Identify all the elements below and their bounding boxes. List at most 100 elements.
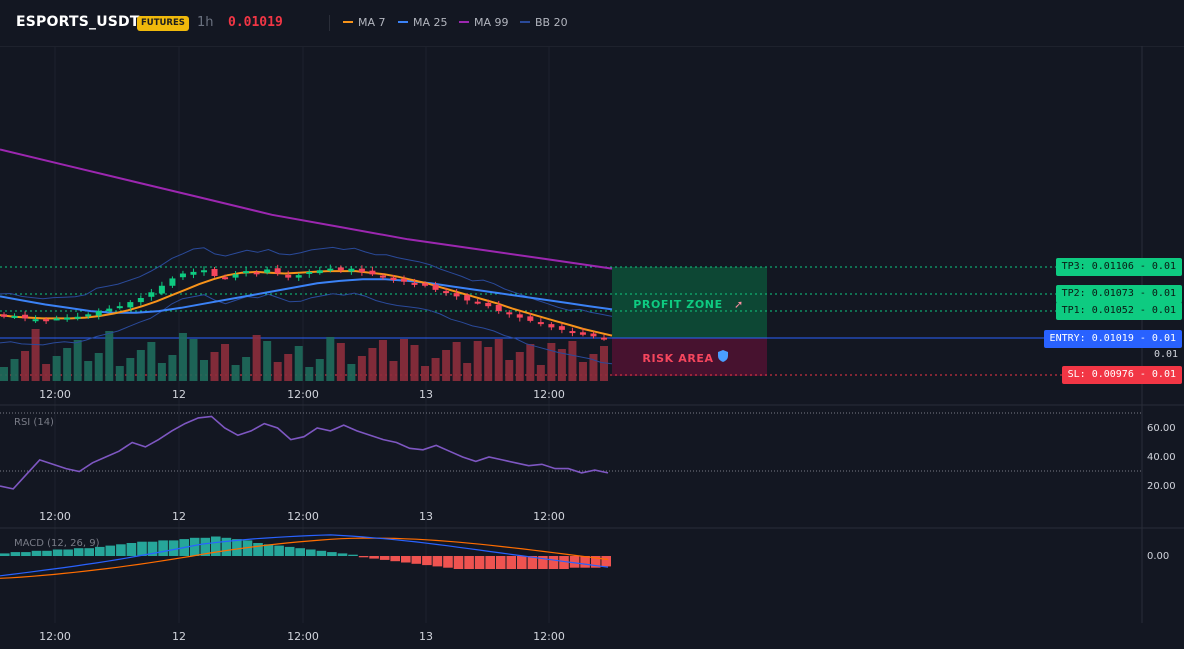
rocket-icon: ➚ [734, 298, 743, 311]
chart-header: ESPORTS_USDT FUTURES 1h 0.01019 MA 7 MA … [0, 0, 1184, 47]
candle-body [453, 293, 460, 297]
volume-bar [547, 343, 556, 381]
macd-hist-bar [306, 549, 316, 556]
timeframe-selector[interactable]: 1h [197, 15, 214, 30]
candle-body [243, 271, 250, 274]
candle-body [516, 314, 523, 318]
candle-body [443, 291, 450, 294]
candle-body [506, 312, 513, 315]
sl-price-label: SL: 0.00976 - 0.01 [1061, 366, 1182, 384]
legend-ma7[interactable]: MA 7 [343, 16, 386, 29]
macd-hist-bar [559, 556, 569, 569]
volume-bar [389, 361, 398, 381]
candle-body [295, 275, 302, 278]
volume-bar [368, 348, 377, 381]
legend-label: MA 25 [413, 16, 448, 29]
tp1-label: TP1: 0.01052 [1061, 305, 1134, 316]
candle-body [337, 267, 344, 271]
candle-body [232, 274, 239, 278]
legend-ma99[interactable]: MA 99 [459, 16, 509, 29]
macd-hist-bar [116, 544, 126, 556]
volume-bar [157, 363, 166, 381]
candle-body [22, 314, 29, 319]
macd-hist-bar [506, 556, 517, 569]
tp2-label: TP2: 0.01073 [1061, 288, 1134, 299]
candle-body [548, 324, 555, 328]
volume-bar [473, 341, 482, 381]
price-tick: 0.01 [1154, 349, 1178, 360]
macd-hist-bar [601, 556, 611, 567]
macd-hist-bar [517, 556, 527, 569]
volume-bar [200, 360, 208, 381]
candle-body [474, 301, 481, 304]
time-tick: 12 [172, 630, 186, 643]
volume-bar [84, 361, 93, 381]
macd-hist-bar [580, 556, 590, 568]
macd-hist-bar [284, 546, 295, 556]
volume-bar [400, 339, 408, 381]
legend-label: MA 99 [474, 16, 509, 29]
candle-body [106, 308, 113, 312]
volume-bar [0, 367, 8, 381]
time-tick: 12:00 [39, 388, 71, 401]
candle-body [201, 270, 207, 273]
macd-hist-bar [495, 556, 506, 569]
volume-bars [0, 329, 608, 381]
candle-body [579, 332, 586, 335]
candle-body [390, 277, 397, 281]
macd-hist-bar [337, 553, 348, 556]
candle-body [116, 306, 123, 309]
macd-hist-bar [21, 552, 31, 556]
macd-hist-bar [411, 556, 422, 564]
volume-bar [515, 352, 524, 381]
macd-hist-bar [443, 556, 453, 568]
symbol-title[interactable]: ESPORTS_USDT [16, 14, 140, 30]
macd-hist-bar [147, 541, 158, 556]
time-tick: 12:00 [533, 630, 565, 643]
time-tick: 12:00 [39, 630, 71, 643]
candle-body [558, 326, 565, 330]
volume-bar [463, 363, 472, 381]
volume-bar [273, 362, 282, 381]
macd-hist-bar [569, 556, 580, 568]
volume-bar [21, 351, 30, 381]
tp2-price-label: TP2: 0.01073 - 0.01 [1055, 285, 1182, 303]
volume-bar [600, 346, 608, 381]
macd-hist-bar [422, 556, 432, 566]
legend-label: BB 20 [535, 16, 568, 29]
candle-body [1, 314, 7, 317]
bollinger-bands [0, 246, 613, 365]
legend-ma25[interactable]: MA 25 [398, 16, 448, 29]
volume-bar [178, 333, 187, 381]
candle-body [285, 274, 292, 278]
macd-hist-bar [379, 556, 390, 560]
volume-bar [421, 366, 430, 381]
candle-body [264, 269, 271, 273]
moving-averages [0, 148, 613, 337]
macd-hist-bar [105, 545, 116, 556]
macd-hist-bar [200, 537, 211, 556]
entry-price-label: ENTRY: 0.01019 - 0.01 [1043, 330, 1182, 348]
volume-bar [284, 354, 293, 381]
macd-hist-bar [0, 553, 10, 556]
volume-bar [505, 360, 514, 381]
legend-bb20[interactable]: BB 20 [520, 16, 568, 29]
macd-hist-bar [369, 556, 379, 559]
time-tick: 12 [172, 510, 186, 523]
macd-hist-bar [137, 541, 147, 556]
shield-icon [718, 350, 728, 362]
macd-hist-bar [126, 543, 137, 556]
macd-lines [0, 534, 609, 579]
macd-hist-bar [253, 543, 263, 556]
macd-hist-bar [211, 536, 221, 556]
rsi-tick: 60.00 [1147, 423, 1176, 434]
macd-hist-bar [63, 549, 73, 556]
tp1-price-label: TP1: 0.01052 - 0.01 [1055, 302, 1182, 320]
tp3-tick: 0.01 [1151, 261, 1176, 272]
candle-body [422, 283, 429, 286]
volume-bar [42, 364, 51, 381]
risk-zone [612, 338, 767, 376]
macd-hist-bar [327, 552, 337, 556]
macd-hist-bar [464, 556, 474, 569]
